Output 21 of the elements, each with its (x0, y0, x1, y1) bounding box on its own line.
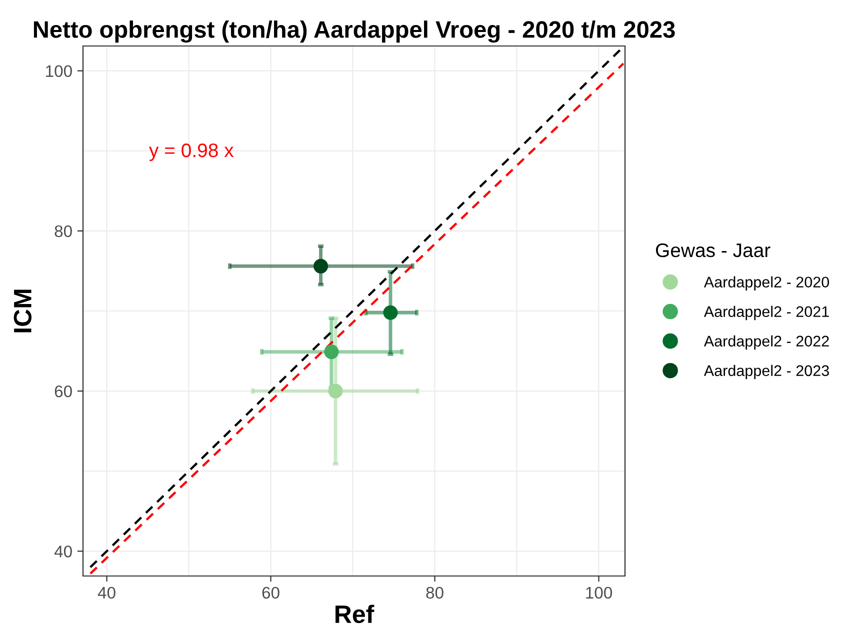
y-tick-label: 60 (54, 385, 72, 398)
x-tick-label: 40 (98, 586, 116, 599)
x-axis-title: Ref (336, 604, 374, 624)
y-tick-label: 80 (54, 225, 72, 238)
point (328, 384, 343, 398)
y-tick-label: 100 (46, 65, 72, 78)
chart-title: Netto opbrengst (ton/ha) Aardappel Vroeg - 2020 t/m 2023 (34, 20, 675, 43)
y-tick-label: 40 (54, 546, 72, 558)
legend-label: Aardappel2 - 2022 (704, 335, 829, 350)
x-tick-label: 100 (586, 586, 612, 599)
y-axis-title: ICM (14, 290, 32, 332)
x-tick-label: 60 (262, 586, 280, 599)
legend-label: Aardappel2 - 2023 (704, 364, 829, 380)
legend-label: Aardappel2 - 2020 (704, 276, 830, 291)
annotation: y = 0.98 x (149, 143, 234, 162)
legend-title: Gewas - Jaar (656, 243, 770, 258)
point (314, 258, 328, 274)
x-tick-label: 80 (426, 586, 444, 599)
point (383, 305, 398, 320)
point (324, 344, 339, 360)
legend-label: Aardappel2 - 2021 (704, 306, 829, 320)
